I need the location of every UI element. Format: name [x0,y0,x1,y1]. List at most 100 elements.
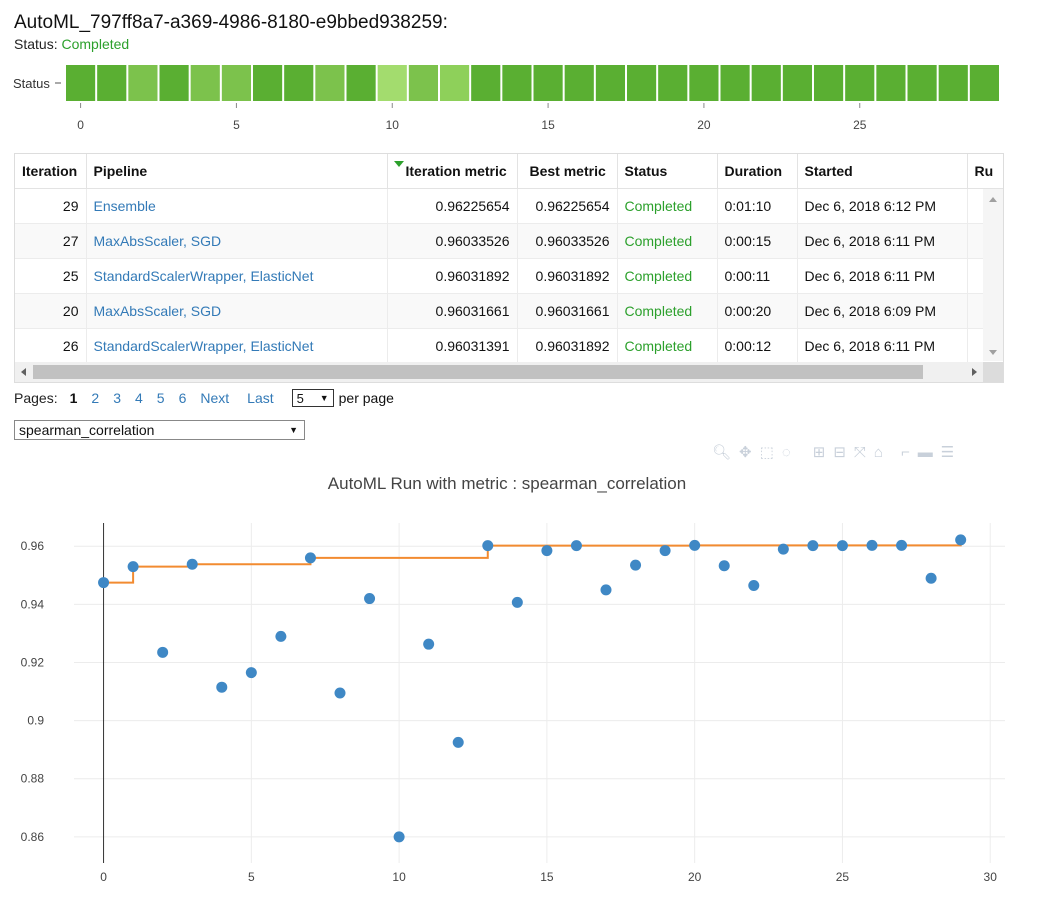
data-point[interactable] [600,584,612,596]
zoom-in-icon[interactable]: ⊞ [812,444,826,461]
metric-chart[interactable]: AutoML Run with metric : spearman_correl… [0,468,1041,907]
scroll-down-icon[interactable] [989,350,997,355]
status-cell[interactable] [190,65,220,101]
status-cell[interactable] [408,65,438,101]
status-cell[interactable] [938,65,968,101]
col-header-duration[interactable]: Duration [717,154,798,189]
data-point[interactable] [511,596,523,608]
data-point[interactable] [866,539,878,551]
data-point[interactable] [334,687,346,699]
box-select-icon[interactable]: ⬚ [759,444,774,461]
data-point[interactable] [186,558,198,570]
autoscale-icon[interactable]: ⤧ [853,444,866,461]
status-cell[interactable] [66,65,96,101]
data-point[interactable] [275,630,287,642]
table-row[interactable]: 29 Ensemble 0.96225654 0.96225654 Comple… [15,188,1003,224]
status-cell[interactable] [377,65,407,101]
zoom-out-icon[interactable]: ⊟ [833,444,846,461]
data-point[interactable] [393,831,405,843]
page-link-2[interactable]: 2 [91,390,100,406]
vertical-scrollbar[interactable] [983,189,1003,361]
page-link-5[interactable]: 5 [156,390,165,406]
spike-lines-icon[interactable]: ⌐ [900,444,910,461]
lasso-icon[interactable]: ◌ [781,444,791,461]
table-row[interactable]: 26 StandardScalerWrapper, ElasticNet 0.9… [15,328,1003,364]
next-page-link[interactable]: Next [200,390,230,406]
data-point[interactable] [216,681,228,693]
data-point[interactable] [482,540,494,552]
last-page-link[interactable]: Last [247,390,274,406]
pipeline-link[interactable]: MaxAbsScaler, SGD [86,223,388,259]
data-point[interactable] [777,543,789,555]
status-cell[interactable] [253,65,283,101]
data-point[interactable] [364,593,376,605]
status-cell[interactable] [782,65,812,101]
page-link-4[interactable]: 4 [134,390,143,406]
table-row[interactable]: 20 MaxAbsScaler, SGD 0.96031661 0.960316… [15,293,1003,329]
data-point[interactable] [570,540,582,552]
col-header-pipeline[interactable]: Pipeline [86,154,388,189]
data-point[interactable] [98,577,110,589]
per-page-select[interactable]: 5 ▼ [291,389,334,407]
pan-icon[interactable]: ✥ [739,444,752,461]
col-header-iteration[interactable]: Iteration [15,154,87,189]
status-cell[interactable] [595,65,625,101]
status-cell[interactable] [97,65,127,101]
metric-select[interactable]: spearman_correlation ▼ [14,420,305,440]
status-cell[interactable] [128,65,158,101]
status-cell[interactable] [221,65,251,101]
data-point[interactable] [659,545,671,557]
data-point[interactable] [541,545,553,557]
data-point[interactable] [452,736,464,748]
data-point[interactable] [689,539,701,551]
pipeline-link[interactable]: StandardScalerWrapper, ElasticNet [86,328,388,364]
status-cell[interactable] [284,65,314,101]
status-cell[interactable] [658,65,688,101]
pipeline-link[interactable]: Ensemble [86,188,388,224]
reset-axes-icon[interactable]: ⌂ [873,444,883,461]
pipeline-link[interactable]: MaxAbsScaler, SGD [86,293,388,329]
page-link-1[interactable]: 1 [69,390,78,406]
data-point[interactable] [955,534,967,546]
status-heatmap[interactable]: Status 0 5 10 15 20 25 [0,58,1041,138]
status-cell[interactable] [845,65,875,101]
col-header-run[interactable]: Ru [967,154,1003,189]
status-cell[interactable] [346,65,376,101]
status-cell[interactable] [564,65,594,101]
data-point[interactable] [896,539,908,551]
status-cell[interactable] [969,65,999,101]
table-row[interactable]: 25 StandardScalerWrapper, ElasticNet 0.9… [15,258,1003,294]
page-link-3[interactable]: 3 [113,390,121,406]
data-point[interactable] [925,572,937,584]
status-cell[interactable] [907,65,937,101]
data-point[interactable] [245,667,257,679]
data-point[interactable] [836,540,848,552]
scroll-right-icon[interactable] [972,368,977,376]
col-header-iteration-metric[interactable]: Iteration metric [387,154,518,189]
data-point[interactable] [127,561,139,573]
data-point[interactable] [807,540,819,552]
data-point[interactable] [157,646,169,658]
status-cell[interactable] [814,65,844,101]
col-header-best-metric[interactable]: Best metric [517,154,618,189]
pipeline-link[interactable]: StandardScalerWrapper, ElasticNet [86,258,388,294]
scroll-up-icon[interactable] [989,197,997,202]
table-row[interactable]: 27 MaxAbsScaler, SGD 0.96033526 0.960335… [15,223,1003,259]
zoom-icon[interactable]: 🔍︎ [712,444,732,461]
status-cell[interactable] [159,65,189,101]
data-point[interactable] [718,560,730,572]
data-point[interactable] [630,559,642,571]
data-point[interactable] [423,638,435,650]
status-cell[interactable] [751,65,781,101]
status-cell[interactable] [502,65,532,101]
status-cell[interactable] [689,65,719,101]
status-cell[interactable] [876,65,906,101]
data-point[interactable] [748,579,760,591]
status-cell[interactable] [627,65,657,101]
data-point[interactable] [304,552,316,564]
status-cell[interactable] [471,65,501,101]
status-cell[interactable] [720,65,750,101]
scrollbar-thumb[interactable] [33,365,923,379]
horizontal-scrollbar[interactable] [15,362,1003,382]
status-cell[interactable] [315,65,345,101]
